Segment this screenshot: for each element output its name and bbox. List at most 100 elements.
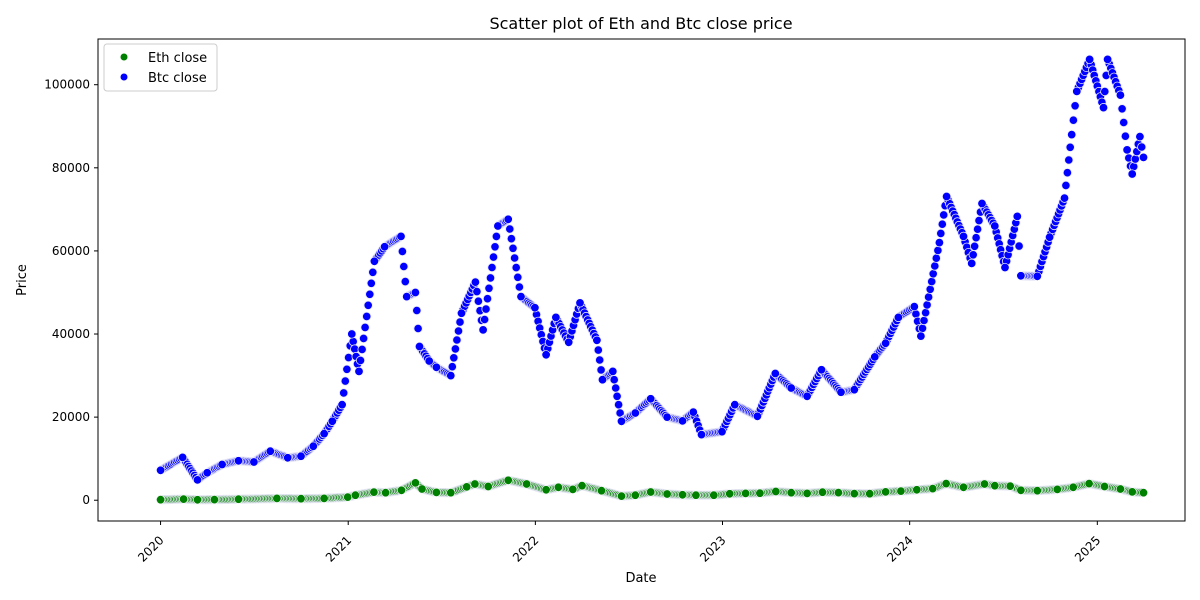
data-point-anchor [424,356,434,366]
data-point [355,355,366,365]
data-point-anchor [456,308,466,318]
data-point-anchor [503,475,513,485]
data-point [482,294,493,304]
data-point [612,391,622,401]
data-point-anchor [771,486,781,496]
y-tick-label: 100000 [44,78,90,92]
data-point [506,234,516,244]
data-point-anchor [193,495,203,505]
series-layer [156,54,1149,505]
data-point [368,267,378,277]
data-point-anchor [990,481,1000,491]
data-point-anchor [1103,54,1113,64]
data-point-anchor [327,416,337,426]
data-point-anchor [1122,145,1132,155]
data-point-anchor [431,487,441,497]
data-point-anchor [833,488,843,498]
data-point-anchor [234,456,244,466]
data-point-anchor [1060,193,1070,203]
legend-box [103,43,218,92]
data-point-anchor [741,488,751,498]
data-point-anchor [662,412,672,422]
data-point [412,305,422,316]
data-point [365,289,375,299]
data-point-anchor [272,493,282,503]
data-point [509,253,520,263]
data-point-anchor [337,400,347,410]
data-point-anchor [916,331,926,341]
data-point-anchor [410,478,420,488]
data-point-anchor [677,490,687,500]
data-point [413,323,423,334]
legend-marker-btc [120,73,128,81]
data-point [936,228,946,238]
data-point [927,276,937,287]
data-point [596,365,606,375]
data-point-anchor [770,368,780,378]
data-point [933,245,943,255]
data-point-anchor [396,231,406,241]
data-point-anchor [462,482,472,492]
data-point [1014,241,1024,251]
data-point [484,283,494,293]
data-point [342,364,352,374]
data-point-anchor [592,335,602,345]
y-tick-label: 20000 [52,410,90,424]
data-point [1100,86,1110,97]
data-point [452,335,462,345]
data-point-anchor [608,366,618,376]
data-point-anchor [630,490,640,500]
data-point-anchor [934,238,944,248]
data-point-anchor [909,302,919,312]
data-point [613,400,624,410]
data-point-anchor [709,490,719,500]
data-point-anchor [802,391,812,401]
data-point-anchor [1012,211,1022,221]
data-point [1120,131,1131,141]
data-point-anchor [564,337,574,347]
data-point-anchor [1072,86,1082,96]
data-point [339,388,349,398]
data-point-anchor [308,441,318,451]
y-tick-label: 80000 [52,161,90,175]
data-point-anchor [217,459,227,469]
data-point [487,262,497,273]
data-point [363,300,373,310]
data-point-anchor [209,495,219,505]
data-point-anchor [677,416,687,426]
y-tick-label: 40000 [52,327,90,341]
data-point-anchor [786,383,796,393]
data-point [919,315,929,326]
legend-label-btc: Btc close [148,71,207,86]
data-point-anchor [1139,488,1149,498]
data-point-anchor [446,488,456,498]
data-point-anchor [347,329,357,339]
data-point-anchor [865,489,875,499]
data-point-anchor [265,446,275,456]
data-point-anchor [354,366,364,376]
data-point [513,272,523,282]
data-point [340,376,350,386]
data-point-anchor [575,298,585,308]
data-point [939,210,949,220]
data-point [397,246,407,256]
data-point [923,292,934,302]
data-point [358,333,369,343]
data-point [479,314,490,325]
data-point-anchor [691,490,701,500]
data-point [490,242,500,252]
y-axis: 0 20000 40000 60000 80000 100000 [44,78,98,507]
data-point-anchor [568,484,578,494]
data-point-anchor [786,488,796,498]
data-point-anchor [1067,130,1077,140]
data-point [366,278,376,288]
data-point-anchor [1045,232,1055,242]
data-point [514,282,525,292]
data-point-anchor [870,352,880,362]
data-point-anchor [193,475,203,485]
data-point-anchor [296,451,306,461]
data-point [400,276,410,287]
data-point [920,308,931,318]
data-point-anchor [942,192,952,202]
